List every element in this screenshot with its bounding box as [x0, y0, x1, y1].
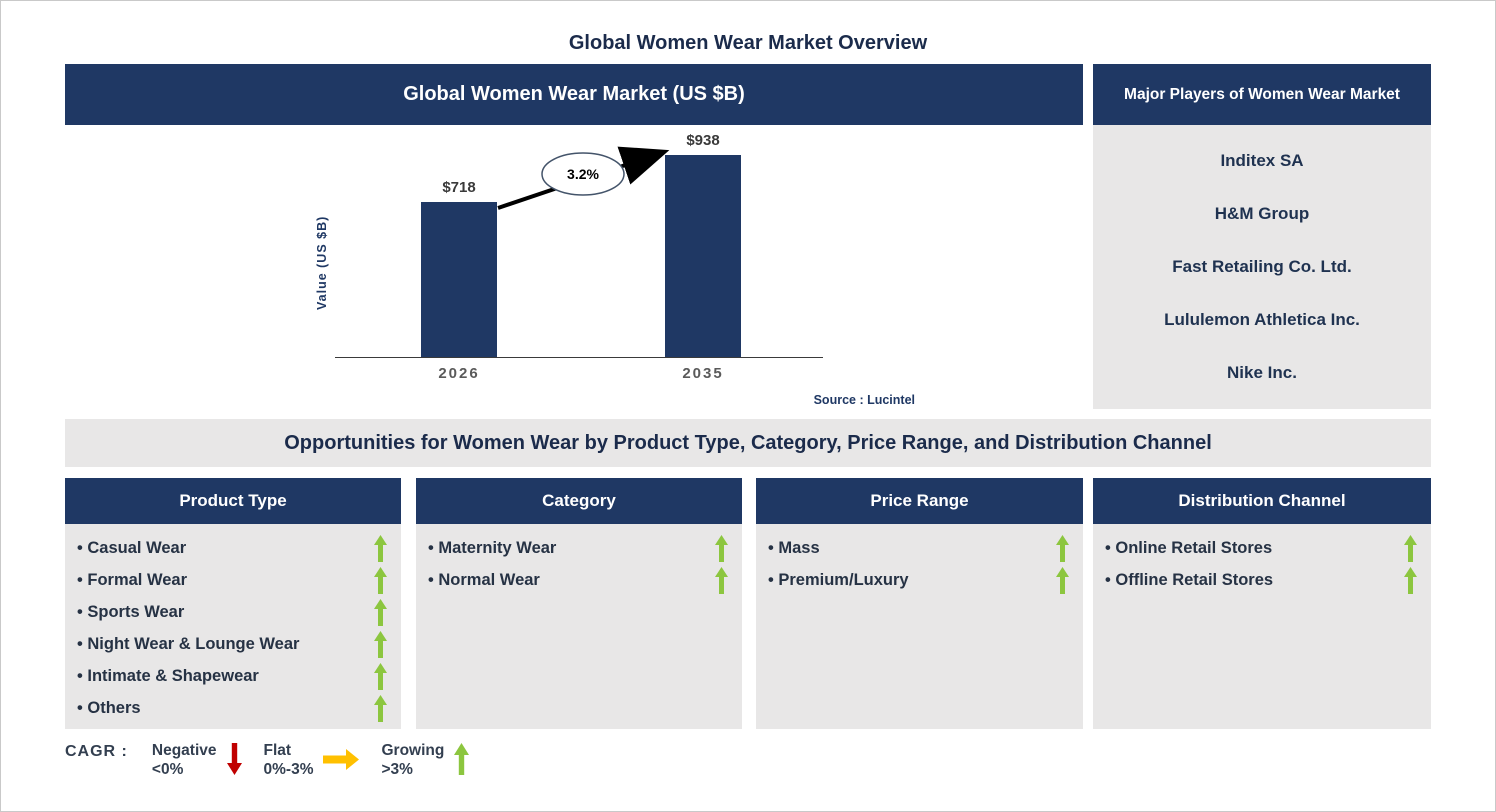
player-name: H&M Group: [1214, 204, 1310, 224]
column-price-range: Price Range Mass Premium/Luxury: [756, 478, 1083, 729]
market-chart-panel: Global Women Wear Market (US $B) Value (…: [65, 64, 1083, 409]
list-item: Others: [77, 692, 387, 724]
player-name: Nike Inc.: [1227, 362, 1297, 382]
cagr-arrow-annotation: 3.2%: [497, 146, 670, 210]
major-players-panel: Major Players of Women Wear Market Indit…: [1093, 64, 1431, 409]
growing-up-arrow-icon: [374, 566, 387, 594]
column-body: Maternity Wear Normal Wear: [416, 524, 742, 729]
flat-right-arrow-icon: [323, 749, 360, 770]
list-item: Maternity Wear: [428, 532, 728, 564]
legend-name: Flat: [263, 742, 292, 759]
growing-up-arrow-icon: [1404, 534, 1417, 562]
legend-item-growing: Growing >3%: [381, 741, 479, 780]
list-item: Premium/Luxury: [768, 564, 1069, 596]
major-players-list: Inditex SA H&M Group Fast Retailing Co. …: [1093, 125, 1431, 409]
legend-range: <0%: [151, 761, 184, 779]
bar-2035: [665, 155, 741, 357]
list-item: Normal Wear: [428, 564, 728, 596]
list-item: Intimate & Shapewear: [77, 660, 387, 692]
page-title: Global Women Wear Market Overview: [568, 32, 928, 54]
list-item: Online Retail Stores: [1105, 532, 1417, 564]
legend-item-flat: Flat 0%-3%: [264, 741, 370, 780]
growing-up-arrow-icon: [1056, 566, 1069, 594]
column-header: Price Range: [756, 478, 1083, 524]
cagr-legend-label: CAGR :: [65, 743, 128, 760]
cagr-value: 3.2%: [567, 166, 599, 182]
legend-name: Negative: [151, 742, 217, 759]
player-name: Fast Retailing Co. Ltd.: [1172, 256, 1352, 276]
column-header: Product Type: [65, 478, 401, 524]
bar-chart: Value (US $B) $718 $938 2026 2035 3.2% S…: [65, 125, 1083, 409]
source-note: Source : Lucintel: [813, 393, 915, 407]
growing-up-arrow-icon: [454, 743, 470, 775]
x-tick-2035: 2035: [682, 365, 724, 382]
major-players-header: Major Players of Women Wear Market: [1093, 64, 1431, 125]
x-axis-line: [335, 357, 823, 358]
list-item: Casual Wear: [77, 532, 387, 564]
growing-up-arrow-icon: [715, 566, 728, 594]
opportunity-columns: Product Type Casual Wear Formal Wear Spo…: [65, 478, 1431, 729]
negative-down-arrow-icon: [226, 743, 242, 775]
column-product-type: Product Type Casual Wear Formal Wear Spo…: [65, 478, 401, 729]
cagr-legend: CAGR : Negative <0% Flat 0%-3% Growing >…: [65, 741, 479, 780]
x-tick-2026: 2026: [438, 365, 480, 382]
column-header: Category: [416, 478, 742, 524]
legend-range: >3%: [381, 761, 413, 779]
column-category: Category Maternity Wear Normal Wear: [416, 478, 742, 729]
growing-up-arrow-icon: [374, 694, 387, 722]
column-body: Mass Premium/Luxury: [756, 524, 1083, 729]
list-item: Formal Wear: [77, 564, 387, 596]
bar-value-2035: $938: [686, 132, 720, 149]
legend-item-negative: Negative <0%: [152, 741, 252, 780]
column-body: Online Retail Stores Offline Retail Stor…: [1093, 524, 1431, 729]
legend-range: 0%-3%: [263, 761, 314, 779]
player-name: Lululemon Athletica Inc.: [1164, 309, 1360, 329]
growing-up-arrow-icon: [374, 662, 387, 690]
list-item: Mass: [768, 532, 1069, 564]
column-body: Casual Wear Formal Wear Sports Wear Nigh…: [65, 524, 401, 729]
growing-up-arrow-icon: [1404, 566, 1417, 594]
column-distribution-channel: Distribution Channel Online Retail Store…: [1093, 478, 1431, 729]
opportunities-heading: Opportunities for Women Wear by Product …: [65, 419, 1431, 467]
player-name: Inditex SA: [1220, 151, 1304, 171]
growing-up-arrow-icon: [374, 598, 387, 626]
growing-up-arrow-icon: [374, 534, 387, 562]
bar-2026: [421, 202, 497, 357]
growing-up-arrow-icon: [715, 534, 728, 562]
list-item: Night Wear & Lounge Wear: [77, 628, 387, 660]
growing-up-arrow-icon: [1056, 534, 1069, 562]
column-header: Distribution Channel: [1093, 478, 1431, 524]
growing-up-arrow-icon: [374, 630, 387, 658]
list-item: Offline Retail Stores: [1105, 564, 1417, 596]
bar-value-2026: $718: [442, 179, 476, 196]
cagr-oval: [541, 152, 625, 196]
legend-name: Growing: [381, 742, 445, 759]
chart-title: Global Women Wear Market (US $B): [65, 64, 1083, 125]
list-item: Sports Wear: [77, 596, 387, 628]
